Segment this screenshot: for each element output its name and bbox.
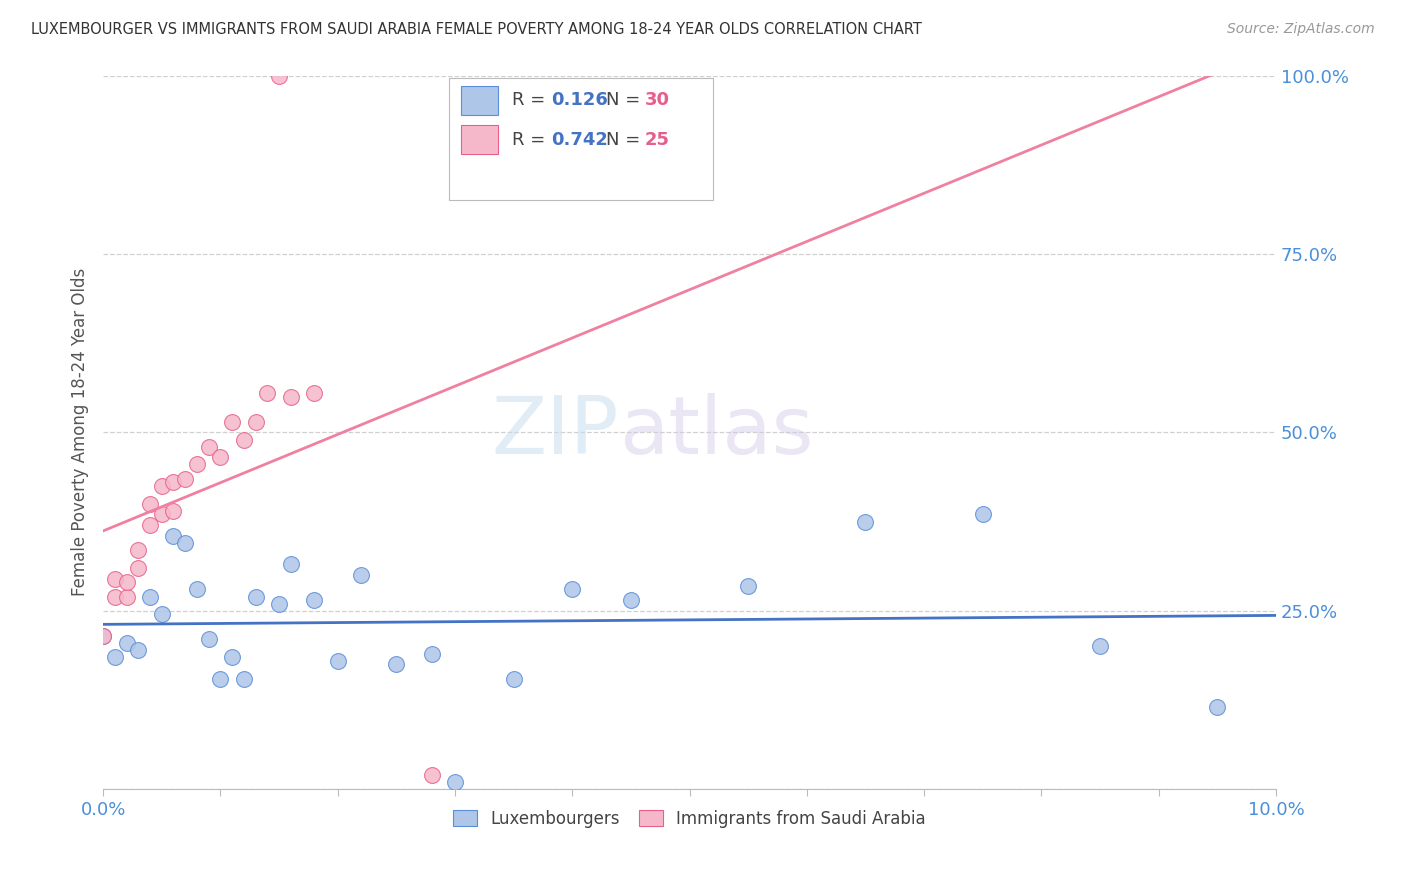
Point	[737, 579, 759, 593]
Text: 25: 25	[645, 131, 671, 149]
Point	[115, 636, 138, 650]
Text: LUXEMBOURGER VS IMMIGRANTS FROM SAUDI ARABIA FEMALE POVERTY AMONG 18-24 YEAR OLD: LUXEMBOURGER VS IMMIGRANTS FROM SAUDI AR…	[31, 22, 922, 37]
Point	[104, 590, 127, 604]
Point	[162, 475, 184, 490]
FancyBboxPatch shape	[461, 126, 498, 154]
Text: N =: N =	[606, 92, 647, 110]
Point	[256, 386, 278, 401]
Point	[1206, 700, 1229, 714]
Point	[186, 582, 208, 597]
Point	[139, 518, 162, 533]
Text: R =: R =	[512, 92, 551, 110]
Point	[139, 590, 162, 604]
Point	[221, 650, 243, 665]
Point	[245, 415, 267, 429]
Point	[1088, 640, 1111, 654]
Point	[855, 515, 877, 529]
Point	[221, 415, 243, 429]
Point	[91, 629, 114, 643]
Point	[186, 458, 208, 472]
FancyBboxPatch shape	[461, 87, 498, 115]
Point	[302, 386, 325, 401]
Point	[91, 629, 114, 643]
Point	[232, 433, 254, 447]
Point	[245, 590, 267, 604]
Point	[561, 582, 583, 597]
Point	[267, 597, 290, 611]
FancyBboxPatch shape	[449, 78, 713, 201]
Point	[127, 561, 149, 575]
Point	[127, 643, 149, 657]
Text: atlas: atlas	[619, 393, 814, 471]
Point	[174, 536, 197, 550]
Point	[444, 775, 467, 789]
Y-axis label: Female Poverty Among 18-24 Year Olds: Female Poverty Among 18-24 Year Olds	[72, 268, 89, 597]
Point	[972, 508, 994, 522]
Point	[174, 472, 197, 486]
Legend: Luxembourgers, Immigrants from Saudi Arabia: Luxembourgers, Immigrants from Saudi Ara…	[447, 803, 932, 834]
Point	[115, 590, 138, 604]
Point	[267, 69, 290, 83]
Point	[127, 543, 149, 558]
Point	[162, 529, 184, 543]
Point	[104, 572, 127, 586]
Point	[209, 450, 232, 465]
Point	[197, 632, 219, 647]
Text: N =: N =	[606, 131, 647, 149]
Text: R =: R =	[512, 131, 551, 149]
Point	[350, 568, 373, 582]
Point	[150, 508, 173, 522]
Text: 30: 30	[645, 92, 671, 110]
Text: 0.126: 0.126	[551, 92, 607, 110]
Point	[209, 672, 232, 686]
Text: ZIP: ZIP	[492, 393, 619, 471]
Text: Source: ZipAtlas.com: Source: ZipAtlas.com	[1227, 22, 1375, 37]
Point	[420, 768, 443, 782]
Point	[150, 607, 173, 622]
Point	[104, 650, 127, 665]
Point	[420, 647, 443, 661]
Text: 0.742: 0.742	[551, 131, 607, 149]
Point	[385, 657, 408, 672]
Point	[139, 497, 162, 511]
Point	[326, 654, 349, 668]
Point	[502, 672, 524, 686]
Point	[620, 593, 643, 607]
Point	[197, 440, 219, 454]
Point	[302, 593, 325, 607]
Point	[150, 479, 173, 493]
Point	[162, 504, 184, 518]
Point	[280, 558, 302, 572]
Point	[280, 390, 302, 404]
Point	[232, 672, 254, 686]
Point	[115, 575, 138, 590]
